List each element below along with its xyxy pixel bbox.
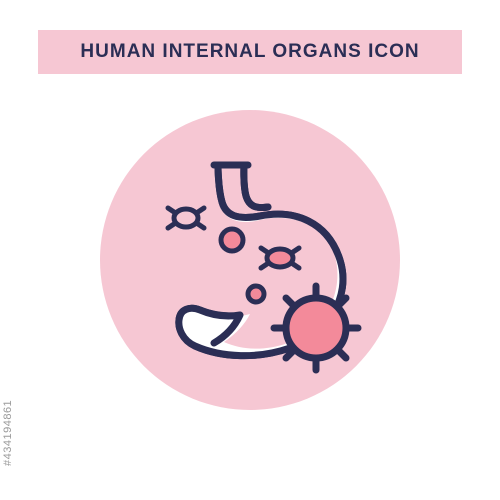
esophagus-inner xyxy=(244,165,268,208)
stomach-infection-icon xyxy=(100,110,400,410)
stock-id: #434194861 xyxy=(2,400,14,466)
bacteria-small-1 xyxy=(168,208,204,228)
dot-2 xyxy=(248,286,264,302)
bacteria-small-2 xyxy=(261,248,299,268)
virus-large xyxy=(274,286,358,370)
canvas: HUMAN INTERNAL ORGANS ICON xyxy=(0,0,500,500)
title-text: HUMAN INTERNAL ORGANS ICON xyxy=(80,41,419,63)
dot-1 xyxy=(221,229,243,251)
title-bar: HUMAN INTERNAL ORGANS ICON xyxy=(38,30,462,74)
